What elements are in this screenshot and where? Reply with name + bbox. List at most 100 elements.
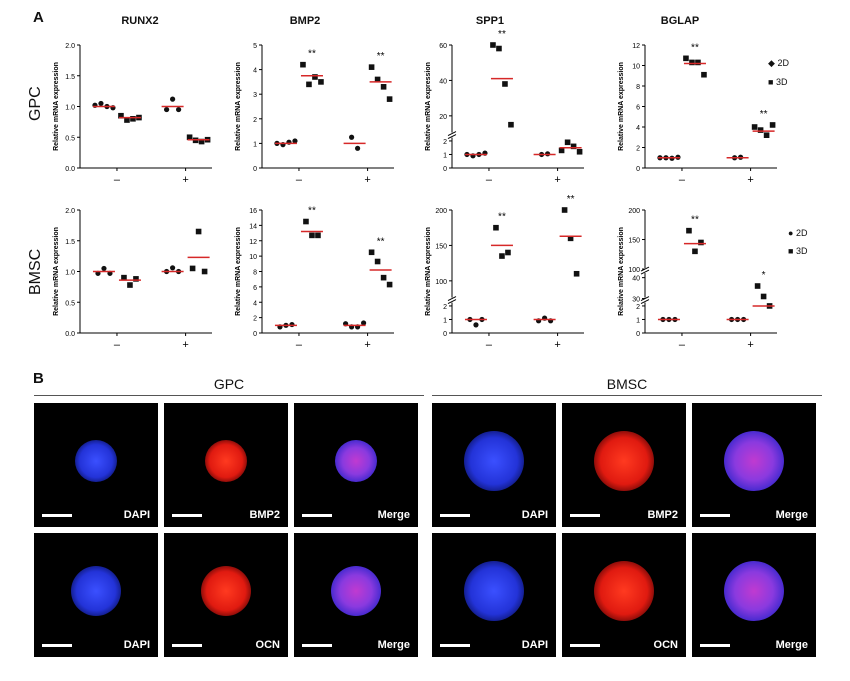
data-point-2d xyxy=(361,320,367,326)
axis-break-mark xyxy=(447,296,457,302)
cell-spheroid xyxy=(594,561,654,621)
data-point-3d xyxy=(312,74,318,80)
data-point-3d xyxy=(315,232,321,239)
scale-bar xyxy=(440,644,470,647)
y-axis-label: Relative mRNA expression xyxy=(425,227,432,316)
section-divider-bmsc xyxy=(432,395,822,396)
data-point-3d xyxy=(130,116,136,122)
data-point-3d xyxy=(374,258,381,265)
x-tick-label: – xyxy=(114,339,121,351)
data-point-3d xyxy=(695,59,701,66)
chart-3: 0 2 4 6 8 10 12 Relative mRNA expression – + ** ** xyxy=(618,42,777,186)
significance-label: ** xyxy=(308,49,316,60)
data-point-3d xyxy=(573,270,580,277)
x-tick-label: + xyxy=(364,174,370,186)
data-point-3d xyxy=(692,248,698,255)
y-tick-label: 2 xyxy=(253,117,257,124)
micrograph-gpc_row2-merge: Merge xyxy=(294,533,418,657)
data-point-3d xyxy=(698,239,704,246)
y-tick-label: 12 xyxy=(632,43,640,50)
significance-label: ** xyxy=(308,206,316,217)
y-axis-label: Relative mRNA expression xyxy=(425,62,432,151)
data-point-2d xyxy=(292,138,298,144)
y-tick-label: 0 xyxy=(636,166,640,173)
y-tick-label: 1.0 xyxy=(65,270,75,277)
data-point-3d xyxy=(318,79,324,85)
circle-icon: ● xyxy=(788,228,794,238)
y-tick-label: 0.0 xyxy=(65,166,75,173)
stain-label: Merge xyxy=(775,639,808,651)
gene-title-bmp2: BMP2 xyxy=(289,15,321,27)
y-tick-label: 1 xyxy=(636,317,640,324)
data-point-2d xyxy=(349,134,355,140)
y-axis-label: Relative mRNA expression xyxy=(618,227,625,316)
y-tick-label: 20 xyxy=(439,114,447,121)
scale-bar xyxy=(172,514,202,517)
cell-spheroid xyxy=(724,561,784,621)
diamond-icon: ◆ xyxy=(768,58,775,68)
scale-bar xyxy=(42,514,72,517)
legend-gpc: ◆ 2D ■ 3D xyxy=(768,58,789,87)
data-point-2d xyxy=(164,106,170,113)
scale-bar xyxy=(700,514,730,517)
section-title-gpc: GPC xyxy=(213,376,245,392)
axis-break-mark xyxy=(447,131,457,137)
y-tick-label: 100 xyxy=(435,279,447,286)
data-point-3d xyxy=(689,59,695,66)
cell-spheroid xyxy=(205,440,247,482)
data-point-2d xyxy=(170,96,176,102)
axis-break xyxy=(448,132,456,138)
data-point-3d xyxy=(751,124,758,130)
data-point-3d xyxy=(198,138,205,145)
data-point-3d xyxy=(576,148,583,155)
legend-3d-label: 3D xyxy=(775,77,788,87)
y-axis-label: Relative mRNA expression xyxy=(53,227,60,316)
data-point-2d xyxy=(176,106,182,113)
x-tick-label: – xyxy=(296,339,303,351)
y-axis-label: Relative mRNA expression xyxy=(235,227,242,316)
stain-label: Merge xyxy=(775,509,808,521)
scale-bar xyxy=(440,514,470,517)
data-point-3d xyxy=(754,283,761,289)
section-title-bmsc: BMSC xyxy=(606,376,648,392)
cell-spheroid xyxy=(335,440,377,482)
y-tick-label: 0 xyxy=(636,331,640,338)
chart-7: 0 1 230 40 100 150 200 Relative mRNA expression… xyxy=(618,208,777,351)
significance-label: ** xyxy=(498,212,506,223)
y-tick-label: 0.5 xyxy=(65,135,75,142)
data-point-2d xyxy=(170,265,176,271)
data-point-3d xyxy=(499,253,505,259)
cell-spheroid xyxy=(724,431,784,491)
data-point-3d xyxy=(493,224,499,231)
data-point-3d xyxy=(127,282,133,288)
data-point-3d xyxy=(769,122,776,128)
x-tick-label: + xyxy=(182,174,188,186)
stain-label: OCN xyxy=(255,639,280,651)
chart-2: 0 1 2 20 40 60 Relative mRNA expression – + ** xyxy=(425,29,584,186)
cell-spheroid xyxy=(331,566,381,616)
stain-label: DAPI xyxy=(123,639,150,651)
y-tick-label: 2.0 xyxy=(65,43,75,50)
x-tick-label: + xyxy=(364,339,370,351)
stain-label: BMP2 xyxy=(647,509,678,521)
data-point-3d xyxy=(124,117,130,123)
data-point-3d xyxy=(186,134,193,141)
panel-a-letter: A xyxy=(33,9,44,26)
significance-label: ** xyxy=(377,236,385,247)
data-point-3d xyxy=(201,268,208,275)
y-tick-label: 4 xyxy=(636,125,640,132)
x-tick-label: – xyxy=(486,174,493,186)
data-point-2d xyxy=(101,265,107,272)
axis-break xyxy=(448,297,456,303)
stain-label: Merge xyxy=(377,509,410,521)
axis-break xyxy=(641,268,649,274)
data-point-3d xyxy=(508,121,514,128)
stain-label: DAPI xyxy=(521,639,548,651)
stain-label: BMP2 xyxy=(249,509,280,521)
y-axis-label: Relative mRNA expression xyxy=(53,62,60,151)
data-point-3d xyxy=(306,81,312,88)
data-point-3d xyxy=(189,265,196,272)
gene-title-bglap: BGLAP xyxy=(660,15,700,27)
y-tick-label: 10 xyxy=(632,64,640,71)
y-tick-label: 2.0 xyxy=(65,208,75,215)
